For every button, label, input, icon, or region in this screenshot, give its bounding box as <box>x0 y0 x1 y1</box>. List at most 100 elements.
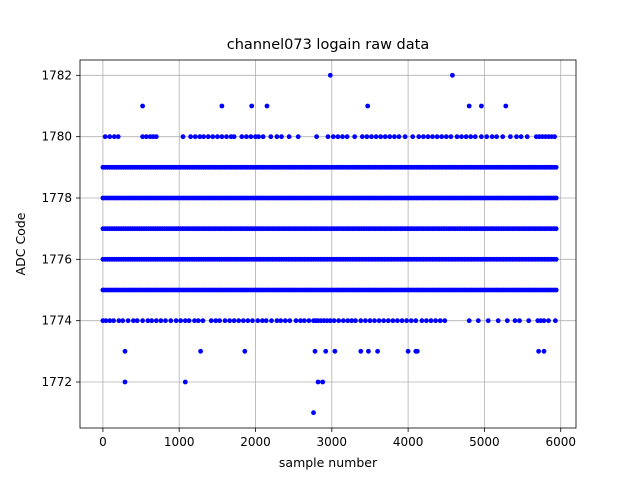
data-point <box>116 318 122 324</box>
data-point <box>395 318 400 324</box>
data-point <box>282 318 288 324</box>
data-point <box>278 318 284 324</box>
data-point <box>472 134 478 140</box>
data-point <box>231 318 237 324</box>
x-tick-label: 2000 <box>240 435 271 449</box>
data-point <box>404 318 409 324</box>
data-point <box>382 134 388 140</box>
data-point <box>508 134 513 140</box>
data-point <box>424 318 429 324</box>
data-point <box>392 134 397 140</box>
data-point <box>250 318 255 324</box>
data-point <box>208 318 214 324</box>
data-point <box>219 134 225 140</box>
plot-frame <box>79 59 577 429</box>
data-point <box>419 318 425 324</box>
data-point <box>295 134 301 140</box>
data-point <box>306 318 312 324</box>
data-point <box>111 318 116 324</box>
data-point <box>369 134 374 140</box>
data-point <box>553 195 559 201</box>
data-point <box>186 318 192 324</box>
data-point <box>553 287 559 293</box>
data-point <box>149 318 155 324</box>
data-point <box>298 318 303 324</box>
data-point <box>367 318 373 324</box>
data-point <box>163 318 168 324</box>
data-point <box>405 348 411 354</box>
data-point <box>524 134 530 140</box>
data-point <box>192 318 197 324</box>
data-point <box>224 134 229 140</box>
data-point <box>325 134 331 140</box>
data-point <box>249 103 255 109</box>
data-point <box>312 348 318 354</box>
data-point <box>494 134 499 140</box>
data-point <box>373 134 379 140</box>
data-point <box>381 318 387 324</box>
y-tick-label: 1780 <box>41 130 72 144</box>
data-point <box>178 318 184 324</box>
data-point <box>120 318 126 324</box>
x-tick-label: 0 <box>99 435 107 449</box>
data-point <box>450 72 455 78</box>
data-point <box>107 318 113 324</box>
data-point <box>180 134 186 140</box>
data-point <box>434 134 440 140</box>
x-axis-label: sample number <box>279 455 378 470</box>
data-point <box>107 134 113 140</box>
y-axis-label: ADC Code <box>13 212 28 275</box>
y-tick-label: 1776 <box>41 252 72 266</box>
data-point <box>421 134 426 140</box>
data-point <box>335 134 341 140</box>
data-point <box>103 318 109 324</box>
data-point <box>372 318 377 324</box>
data-point <box>231 134 237 140</box>
data-point <box>340 318 346 324</box>
data-point <box>198 348 204 354</box>
data-point <box>153 318 159 324</box>
data-point <box>385 318 391 324</box>
data-point <box>182 379 188 385</box>
data-point <box>541 318 547 324</box>
data-point <box>200 318 206 324</box>
data-point <box>248 134 254 140</box>
data-point <box>428 318 434 324</box>
data-point <box>264 103 270 109</box>
data-point <box>222 318 228 324</box>
data-point <box>140 318 146 324</box>
data-point <box>358 348 364 354</box>
data-point <box>552 134 557 140</box>
data-point <box>463 134 469 140</box>
data-point <box>134 318 140 324</box>
data-point <box>197 134 203 140</box>
data-point <box>546 318 551 324</box>
data-point <box>364 134 370 140</box>
data-point <box>512 318 518 324</box>
data-point <box>263 318 269 324</box>
data-point <box>330 134 336 140</box>
data-point <box>240 318 246 324</box>
data-point <box>336 318 342 324</box>
data-point <box>260 318 265 324</box>
data-point <box>301 318 307 324</box>
data-point <box>466 318 472 324</box>
data-point <box>433 318 438 324</box>
data-point <box>311 410 316 416</box>
data-point <box>408 318 414 324</box>
data-point <box>345 318 351 324</box>
data-point <box>363 318 368 324</box>
data-point <box>443 134 449 140</box>
data-point <box>314 134 319 140</box>
data-point <box>430 134 435 140</box>
data-point <box>454 134 460 140</box>
data-point <box>479 103 484 109</box>
data-point <box>219 103 225 109</box>
data-point <box>541 348 547 354</box>
y-tick-label: 1774 <box>41 314 72 328</box>
data-point <box>437 318 443 324</box>
data-point <box>293 318 299 324</box>
x-tick-label: 5000 <box>469 435 500 449</box>
data-point <box>158 318 164 324</box>
